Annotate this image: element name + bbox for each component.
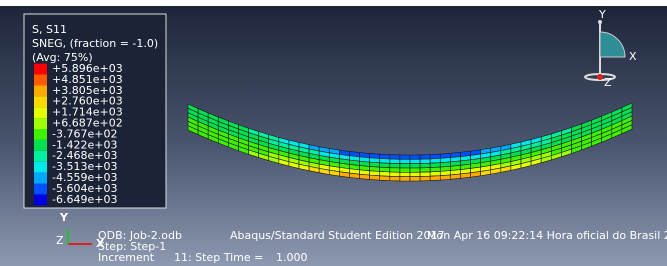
mesh-element bbox=[380, 154, 390, 159]
legend-swatch bbox=[34, 162, 47, 173]
mesh-element bbox=[410, 168, 420, 172]
step-time: 1.000 bbox=[276, 251, 308, 264]
legend-swatch bbox=[34, 118, 47, 129]
view-triad-y: Y bbox=[598, 8, 606, 21]
mesh-element bbox=[380, 172, 390, 177]
mesh-element bbox=[420, 168, 430, 173]
increment-label: Increment bbox=[98, 251, 155, 264]
mesh-element bbox=[400, 172, 410, 176]
edition: Abaqus/Standard Student Edition 2017 bbox=[230, 229, 445, 242]
mesh-element bbox=[420, 159, 430, 164]
mesh-element bbox=[339, 172, 349, 178]
axis-y: Y bbox=[59, 211, 69, 224]
legend-label: -6.649e+03 bbox=[52, 193, 117, 206]
mesh-element bbox=[420, 163, 430, 168]
legend-swatch bbox=[34, 75, 47, 86]
mesh-element bbox=[360, 174, 370, 179]
increment-value: 11: Step Time = bbox=[174, 251, 263, 264]
mesh-element bbox=[380, 163, 390, 168]
legend-swatch bbox=[34, 140, 47, 151]
view-triad-x: X bbox=[629, 50, 637, 63]
legend-swatch bbox=[34, 129, 47, 140]
legend-swatch bbox=[34, 184, 47, 195]
legend-subtitle: SNEG, (fraction = -1.0) bbox=[32, 37, 158, 50]
mesh-element bbox=[390, 159, 400, 164]
mesh-element bbox=[410, 177, 420, 181]
mesh-element bbox=[390, 172, 400, 177]
mesh-element bbox=[380, 159, 390, 164]
mesh-element bbox=[450, 174, 460, 179]
mesh-element bbox=[380, 167, 390, 172]
mesh-element bbox=[440, 175, 450, 180]
axis-z: Z bbox=[56, 234, 64, 247]
legend-swatch bbox=[34, 194, 47, 205]
mesh-element bbox=[410, 155, 420, 159]
mesh-element bbox=[400, 177, 410, 181]
mesh-element bbox=[420, 155, 430, 160]
date: Mon Apr 16 09:22:14 Hora oficial do Bras… bbox=[427, 229, 667, 242]
mesh-element bbox=[400, 168, 410, 172]
mesh-element bbox=[420, 176, 430, 181]
mesh-element bbox=[460, 173, 470, 179]
legend-swatch bbox=[34, 96, 47, 107]
viewport: S, S11 SNEG, (fraction = -1.0) (Avg: 75%… bbox=[0, 0, 667, 266]
legend-swatch bbox=[34, 64, 47, 75]
mesh-element bbox=[410, 172, 420, 176]
mesh-element bbox=[400, 155, 410, 159]
legend-swatch bbox=[34, 85, 47, 96]
mesh-element bbox=[390, 176, 400, 181]
mesh-element bbox=[390, 155, 400, 160]
mesh-element bbox=[400, 164, 410, 168]
mesh-element bbox=[349, 173, 359, 178]
mesh-element bbox=[410, 164, 420, 168]
view-triad-z: Z bbox=[604, 76, 612, 89]
mesh-element bbox=[380, 176, 390, 181]
legend-swatch bbox=[34, 107, 47, 118]
top-strip bbox=[0, 0, 667, 6]
mesh-element bbox=[420, 172, 430, 177]
mesh-element bbox=[370, 175, 380, 180]
legend-swatch bbox=[34, 151, 47, 162]
legend-title: S, S11 bbox=[32, 23, 67, 36]
mesh-element bbox=[410, 159, 420, 163]
mesh-element bbox=[430, 176, 440, 181]
mesh-element bbox=[390, 163, 400, 168]
mesh-element bbox=[400, 159, 410, 163]
mesh-element bbox=[390, 168, 400, 173]
legend-swatch bbox=[34, 173, 47, 184]
